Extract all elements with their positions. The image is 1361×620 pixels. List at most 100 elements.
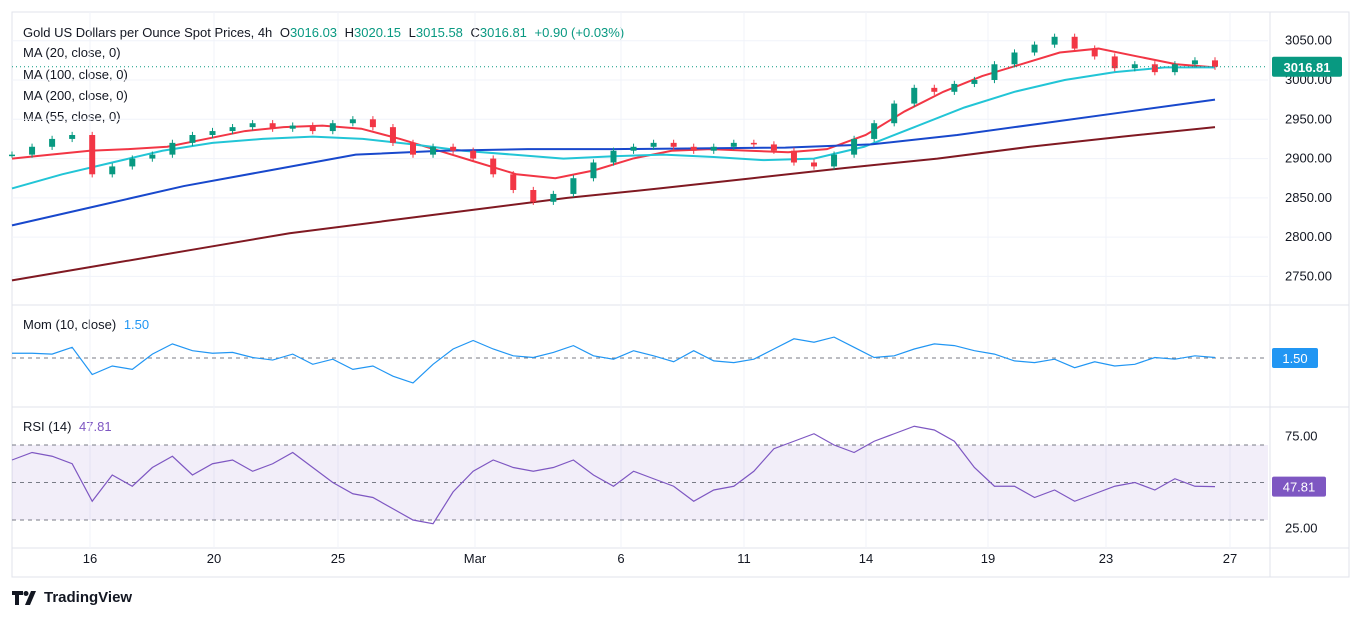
candle-body <box>891 103 898 124</box>
candle-body <box>851 138 858 155</box>
last-price-label: 3016.81 <box>1284 60 1331 75</box>
rsi-badge <box>1272 476 1326 497</box>
last-price-badge <box>1272 56 1342 77</box>
rsi-tick-label: 25.00 <box>1285 520 1318 535</box>
candle-body <box>590 162 597 179</box>
price-tick-label: 2750.00 <box>1285 268 1332 283</box>
candle-body <box>931 87 938 92</box>
brand-name: TradingView <box>44 589 133 606</box>
change-value: +0.90 (+0.03%) <box>534 25 625 40</box>
candle-body <box>971 80 978 84</box>
candle-body <box>450 146 457 151</box>
symbol-title: Gold US Dollars per Ounce Spot Prices, 4… <box>23 25 273 40</box>
candle-body <box>89 135 96 175</box>
candle-body <box>831 154 838 167</box>
candle-body <box>129 158 136 167</box>
ma-line-ma55 <box>11 66 1215 190</box>
candle-body <box>790 150 797 163</box>
candle-body <box>1031 44 1038 53</box>
candle-body <box>289 125 296 129</box>
rsi-legend[interactable]: RSI (14) 47.81 <box>23 419 112 434</box>
rsi-badge-label: 47.81 <box>1283 480 1316 495</box>
ma100-legend[interactable]: MA (100, close, 0) <box>23 67 128 82</box>
tradingview-icon <box>12 590 36 605</box>
candle-body <box>410 142 416 155</box>
ma-line-ma200 <box>11 126 1216 282</box>
candle-body <box>470 150 477 159</box>
candle-body <box>169 142 176 155</box>
price-tick-label: 2950.00 <box>1285 111 1332 126</box>
low-value: 3015.58 <box>415 25 463 40</box>
candle-body <box>750 142 757 145</box>
candle-body <box>329 123 336 132</box>
time-tick-label: 19 <box>981 551 995 566</box>
candle-body <box>1191 60 1198 65</box>
candle-body <box>690 146 697 151</box>
candle-body <box>149 154 156 159</box>
rsi-tick-label: 75.00 <box>1285 429 1318 444</box>
momentum-value: 1.50 <box>123 317 150 332</box>
ma20-legend[interactable]: MA (20, close, 0) <box>23 45 121 60</box>
candle-body <box>570 178 577 194</box>
time-tick-label: 6 <box>617 551 624 566</box>
candle-body <box>1011 52 1018 65</box>
tradingview-logo[interactable]: TradingView <box>12 589 132 606</box>
chart-frame <box>11 11 1350 578</box>
candle-body <box>710 146 717 151</box>
candle-body <box>550 193 557 202</box>
momentum-badge <box>1272 348 1318 368</box>
candle-body <box>189 135 196 143</box>
candle-body <box>1171 64 1178 73</box>
candle-body <box>871 123 878 139</box>
time-tick-label: 27 <box>1223 551 1237 566</box>
time-tick-label: 20 <box>207 551 221 566</box>
ma55-legend[interactable]: MA (55, close, 0) <box>23 109 121 124</box>
high-value: 3020.15 <box>354 25 402 40</box>
price-tick-label: 2900.00 <box>1285 151 1332 166</box>
candle-body <box>209 131 216 135</box>
time-tick-label: 23 <box>1099 551 1113 566</box>
momentum-line <box>12 336 1216 384</box>
time-tick-label: Mar <box>464 551 487 566</box>
momentum-badge-label: 1.50 <box>1282 351 1307 366</box>
candle-body <box>49 138 56 147</box>
open-value: 3016.03 <box>290 25 338 40</box>
time-tick-label: 11 <box>737 551 751 566</box>
candle-body <box>9 154 15 157</box>
candle-body <box>951 83 958 92</box>
candle-body <box>1111 56 1118 69</box>
candle-body <box>269 123 276 129</box>
candle-body <box>69 135 76 139</box>
candle-body <box>510 174 517 190</box>
candle-body <box>770 144 777 151</box>
candle-body <box>369 119 376 128</box>
momentum-legend[interactable]: Mom (10, close) 1.50 <box>23 317 150 332</box>
candle-body <box>991 64 998 80</box>
candle-body <box>29 146 36 155</box>
price-tick-label: 3050.00 <box>1285 33 1332 48</box>
candle-body <box>730 142 737 147</box>
candle-body <box>1131 64 1138 69</box>
ma200-legend[interactable]: MA (200, close, 0) <box>23 88 128 103</box>
chart-header: Gold US Dollars per Ounce Spot Prices, 4… <box>23 25 625 40</box>
candle-body <box>1071 36 1078 49</box>
candle-body <box>670 142 677 147</box>
candle-body <box>1091 48 1098 57</box>
price-tick-label: 2850.00 <box>1285 190 1332 205</box>
candle-body <box>1051 36 1058 45</box>
candle-body <box>430 146 437 155</box>
candle-body <box>1151 64 1158 73</box>
candle-body <box>610 150 617 163</box>
candle-body <box>490 158 497 175</box>
time-tick-label: 14 <box>859 551 873 566</box>
candle-body <box>811 162 817 167</box>
time-tick-label: 16 <box>83 551 97 566</box>
candle-body <box>309 125 316 132</box>
rsi-line <box>11 425 1216 525</box>
rsi-value: 47.81 <box>79 419 112 434</box>
time-tick-label: 25 <box>331 551 345 566</box>
candle-body <box>389 127 396 143</box>
price-tick-label: 2800.00 <box>1285 229 1332 244</box>
candle-body <box>249 123 256 128</box>
